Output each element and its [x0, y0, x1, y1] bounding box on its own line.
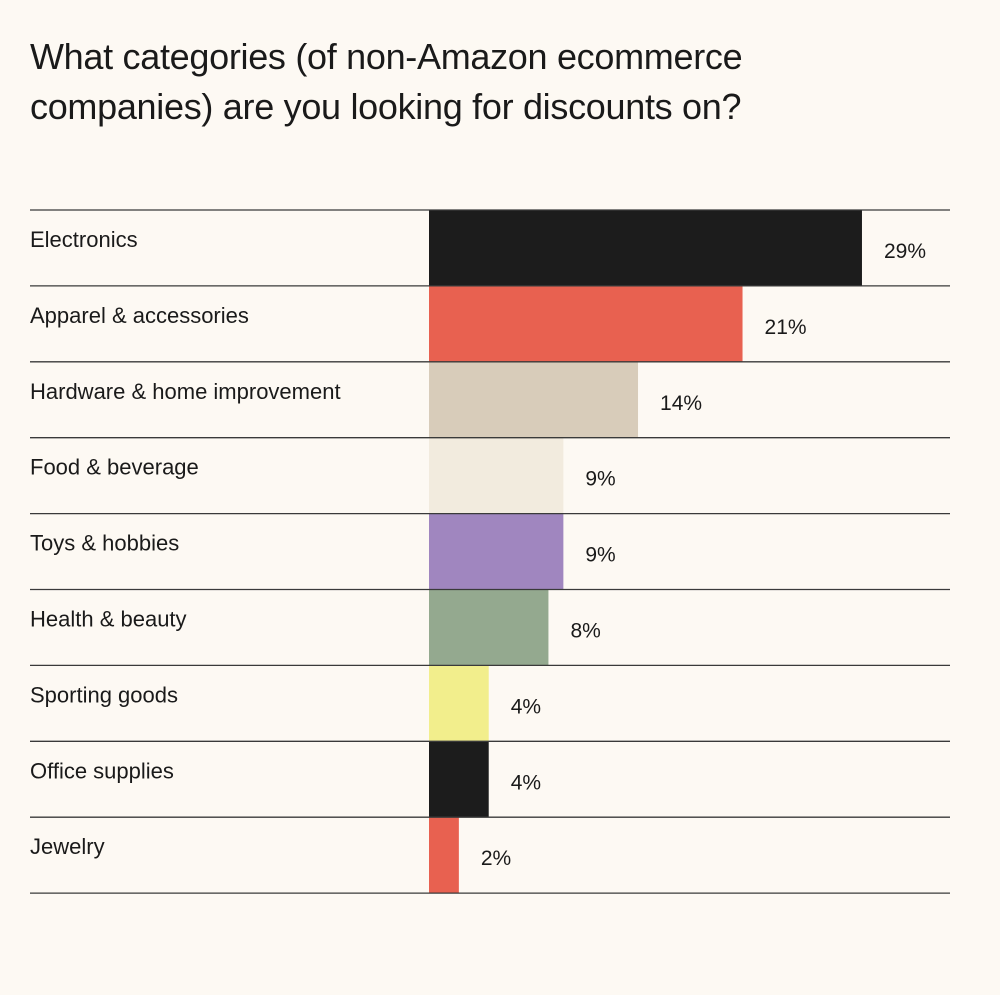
bar: [429, 741, 489, 818]
value-label: 9%: [585, 544, 615, 567]
value-label: 2%: [481, 847, 511, 870]
category-label: Office supplies: [30, 758, 174, 783]
bar: [429, 589, 549, 666]
category-label: Health & beauty: [30, 607, 187, 632]
value-label: 4%: [511, 695, 541, 718]
bar: [429, 513, 564, 590]
bar: [429, 210, 862, 286]
value-label: 14%: [660, 392, 702, 415]
category-label: Apparel & accessories: [30, 303, 249, 328]
value-label: 29%: [884, 240, 926, 263]
category-label: Toys & hobbies: [30, 531, 179, 556]
value-label: 21%: [765, 316, 807, 339]
value-label: 9%: [585, 468, 615, 491]
value-label: 8%: [570, 620, 600, 643]
value-label: 4%: [511, 771, 541, 794]
chart-title: What categories (of non-Amazon ecommerce…: [30, 36, 743, 127]
category-label: Food & beverage: [30, 455, 199, 480]
bar: [429, 665, 489, 742]
category-label: Hardware & home improvement: [30, 379, 341, 404]
bar: [429, 817, 459, 894]
bar: [429, 285, 743, 362]
category-label: Jewelry: [30, 834, 105, 859]
category-label: Electronics: [30, 227, 138, 252]
category-label: Sporting goods: [30, 682, 178, 707]
bar: [429, 437, 564, 514]
bar: [429, 361, 639, 438]
